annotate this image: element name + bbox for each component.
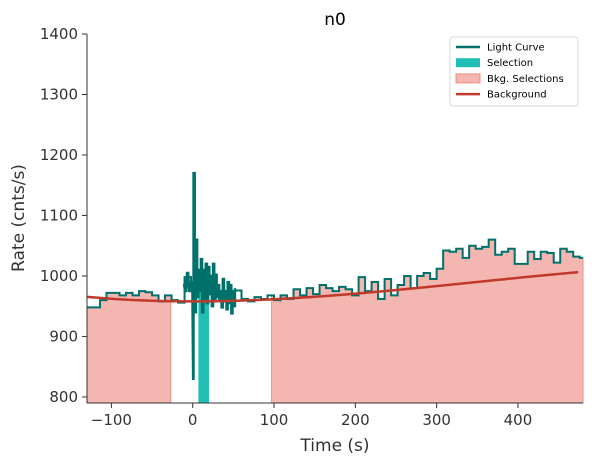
y-tick-label: 1100	[40, 206, 78, 224]
x-axis-label: Time (s)	[299, 436, 369, 456]
x-tick-label: 300	[422, 411, 451, 429]
y-tick-label: 1000	[40, 267, 78, 285]
y-tick-label: 1400	[40, 25, 78, 43]
background-fit-curve	[86, 270, 579, 303]
bkg-selection-layer	[86, 239, 584, 404]
legend-label: Background	[487, 90, 547, 101]
y-axis-label: Rate (cnts/s)	[9, 164, 29, 272]
legend: Light Curve Selection Bkg. Selections Backg…	[449, 36, 579, 107]
axes-layer: −100 0 100 200 300 400 800 900 1000 1100 1200 1300 1…	[40, 25, 583, 429]
legend-swatch-1	[456, 58, 480, 68]
y-tick-label: 1300	[40, 85, 78, 103]
legend-label: Light Curve	[487, 43, 545, 54]
bkg-selection-1	[271, 239, 584, 404]
light-curve-burst	[182, 171, 237, 381]
legend-label: Selection	[487, 58, 533, 69]
x-tick-label: 200	[341, 411, 370, 429]
legend-box	[449, 36, 579, 107]
background-fit-layer	[86, 270, 579, 303]
y-tick-label: 1200	[40, 146, 78, 164]
light-curve-post	[234, 238, 583, 303]
x-tick-label: −100	[91, 411, 132, 429]
chart-title: n0	[324, 10, 346, 30]
light-curve-layer	[87, 171, 583, 381]
x-tick-label: 400	[504, 411, 533, 429]
x-tick-label: 100	[260, 411, 289, 429]
x-tick-label: 0	[188, 411, 198, 429]
legend-swatch-2	[455, 73, 481, 84]
legend-label: Bkg. Selections	[487, 74, 564, 85]
y-tick-label: 900	[49, 327, 78, 345]
y-tick-label: 800	[49, 388, 78, 406]
